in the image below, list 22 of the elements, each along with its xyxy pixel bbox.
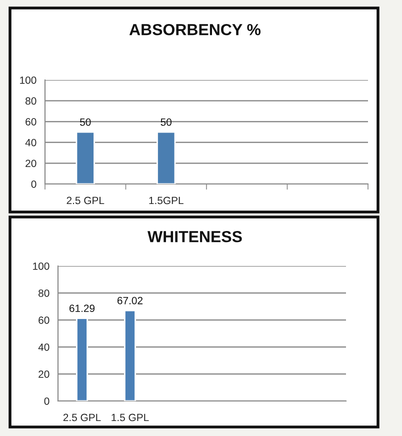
y-tick-label: 40	[38, 344, 50, 351]
data-label: 50	[80, 118, 91, 126]
x-tick-label: 2.5 GPL	[66, 196, 104, 204]
chart-title: ABSORBENCY %	[129, 24, 261, 36]
y-tick-label: 100	[20, 76, 36, 84]
data-label: 67.02	[117, 296, 143, 304]
x-tick-label: 2.5 GPL	[63, 414, 101, 422]
data-label: 50	[160, 118, 172, 126]
y-tick-label: 60	[26, 118, 36, 126]
y-tick-label: 20	[26, 160, 36, 168]
y-tick-label: 20	[38, 370, 50, 378]
y-tick-label: 80	[26, 97, 36, 105]
x-tick-label: 1.5GPL	[149, 196, 184, 204]
y-tick-label: 40	[25, 138, 36, 146]
y-tick-label: 80	[38, 290, 50, 297]
y-tick-label: 60	[38, 316, 50, 324]
chart-title: WHITENESS	[148, 230, 242, 242]
x-tick-label: 1.5 GPL	[112, 414, 149, 422]
y-tick-label: 0	[44, 398, 50, 405]
y-tick-label: 100	[33, 262, 50, 270]
data-label: 61.29	[69, 304, 95, 312]
y-tick-label: 0	[31, 180, 36, 188]
